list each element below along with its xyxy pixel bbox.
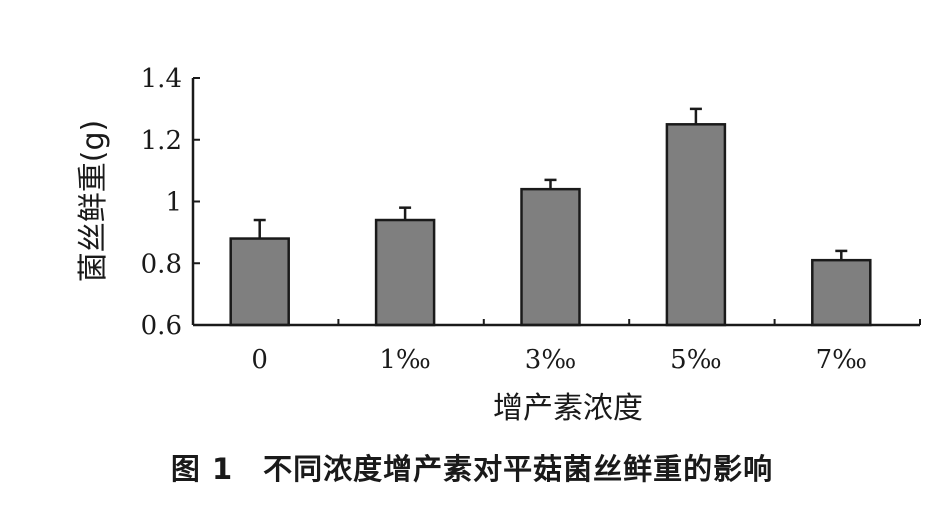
bar	[665, 123, 727, 327]
bar	[811, 258, 872, 327]
axes	[191, 78, 920, 327]
x-tick-label: 1‰	[379, 345, 430, 375]
y-tick-label: 0.8	[141, 249, 182, 279]
bar-chart: 0.6 0.8 1 1.2 1.4 0 1‰ 3‰ 5‰ 7‰ 菌丝鲜重(g) 增产素浓度	[76, 64, 921, 426]
y-tick-label: 1.4	[141, 64, 182, 94]
x-tick-label: 5‰	[670, 345, 721, 375]
x-tick-label: 7‰	[816, 345, 867, 375]
y-axis-title: 菌丝鲜重(g)	[76, 120, 111, 282]
bar	[520, 187, 581, 327]
bar	[374, 218, 436, 327]
tick-labels: 0.6 0.8 1 1.2 1.4 0 1‰ 3‰ 5‰ 7‰	[141, 64, 867, 375]
x-axis-title: 增产素浓度	[493, 391, 643, 426]
y-tick-label: 0.6	[141, 311, 182, 341]
y-tick-label: 1	[165, 188, 182, 218]
x-tick-label: 3‰	[525, 345, 576, 375]
bars	[229, 107, 872, 327]
bar	[229, 237, 290, 327]
x-tick-label: 0	[251, 345, 268, 375]
y-tick-label: 1.2	[141, 126, 182, 156]
figure-caption: 图 1 不同浓度增产素对平菇菌丝鲜重的影响	[170, 452, 774, 486]
